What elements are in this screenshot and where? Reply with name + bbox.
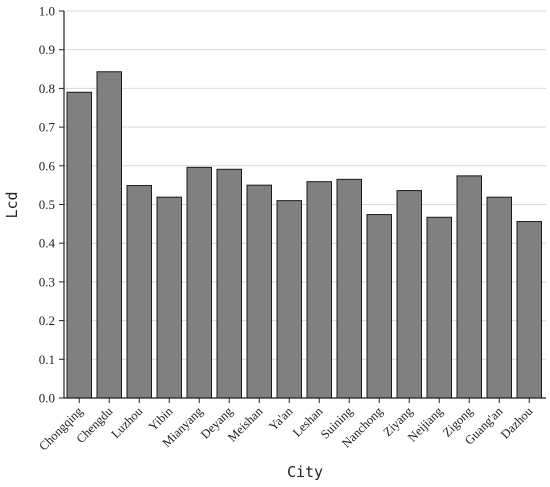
bar-deyang [216,168,242,399]
y-axis-title: Lcd [3,191,21,218]
bar-ziyang [396,190,422,399]
x-tick-label: Chongqing [36,404,86,454]
y-tick-label: 0.9 [39,42,55,57]
bar-meishan [246,184,272,399]
y-tick-label: 1.0 [39,4,55,19]
y-tick-label: 0.6 [39,158,56,173]
bar-guang-an [486,196,512,399]
y-tick-label: 0.2 [39,313,55,328]
bar-yibin [156,196,182,399]
x-tick-label: Neijiang [405,404,446,445]
y-tick-label: 0.8 [39,81,55,96]
bar-zigong [456,175,482,399]
bar-nanchong [366,214,392,399]
bar-luzhou [126,185,152,399]
bar-neijiang [426,216,452,399]
y-tick-label: 0.5 [39,197,55,212]
y-tick-label: 0.3 [39,274,55,289]
bar-chengdu [96,71,122,399]
bars [66,71,542,399]
bar-suining [336,178,362,399]
y-tick-label: 0.4 [39,236,56,251]
y-tick-label: 0.1 [39,352,55,367]
y-ticks: 0.0 0.1 0.2 0.3 0.4 0.5 0.6 0.7 0.8 0.9 1.0 [39,4,64,406]
bar-chongqing [66,91,92,399]
bar-mianyang [186,166,212,399]
x-axis-title: City [287,463,323,481]
bar-leshan [306,181,332,399]
x-tick-label: Meishan [225,404,266,445]
y-tick-label: 0.0 [39,391,55,406]
x-tick-label: Luzhou [108,404,145,441]
bar-ya-an [276,200,302,399]
bar-dazhou [516,221,542,399]
x-tick-label: Dazhou [498,404,536,442]
y-tick-label: 0.7 [39,120,56,135]
